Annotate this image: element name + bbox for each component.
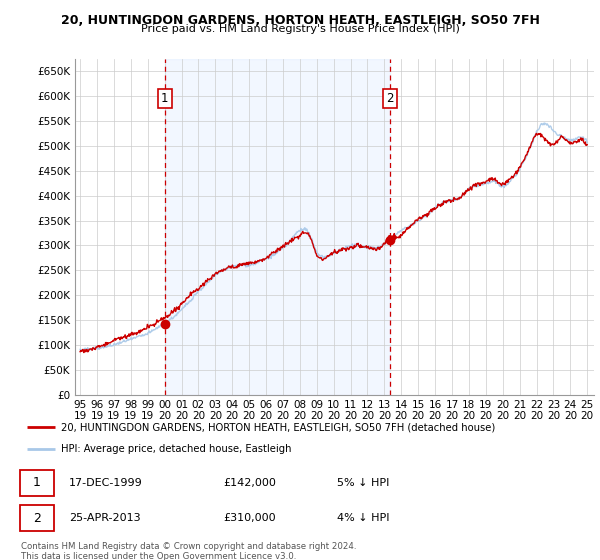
Text: 1: 1: [33, 477, 41, 489]
FancyBboxPatch shape: [20, 470, 54, 496]
Text: 20, HUNTINGDON GARDENS, HORTON HEATH, EASTLEIGH, SO50 7FH: 20, HUNTINGDON GARDENS, HORTON HEATH, EA…: [61, 14, 539, 27]
Text: 4% ↓ HPI: 4% ↓ HPI: [337, 513, 390, 523]
Text: Price paid vs. HM Land Registry's House Price Index (HPI): Price paid vs. HM Land Registry's House …: [140, 24, 460, 34]
Text: HPI: Average price, detached house, Eastleigh: HPI: Average price, detached house, East…: [61, 444, 291, 454]
Text: 17-DEC-1999: 17-DEC-1999: [70, 478, 143, 488]
Text: £142,000: £142,000: [223, 478, 276, 488]
Text: 2: 2: [386, 92, 394, 105]
Text: 1: 1: [161, 92, 169, 105]
Text: 5% ↓ HPI: 5% ↓ HPI: [337, 478, 389, 488]
Bar: [164, 59, 390, 395]
FancyBboxPatch shape: [20, 505, 54, 531]
Text: 25-APR-2013: 25-APR-2013: [70, 513, 141, 523]
Text: 2: 2: [33, 511, 41, 525]
Text: 20, HUNTINGDON GARDENS, HORTON HEATH, EASTLEIGH, SO50 7FH (detached house): 20, HUNTINGDON GARDENS, HORTON HEATH, EA…: [61, 422, 495, 432]
Text: Contains HM Land Registry data © Crown copyright and database right 2024.
This d: Contains HM Land Registry data © Crown c…: [21, 542, 356, 560]
Text: £310,000: £310,000: [223, 513, 276, 523]
